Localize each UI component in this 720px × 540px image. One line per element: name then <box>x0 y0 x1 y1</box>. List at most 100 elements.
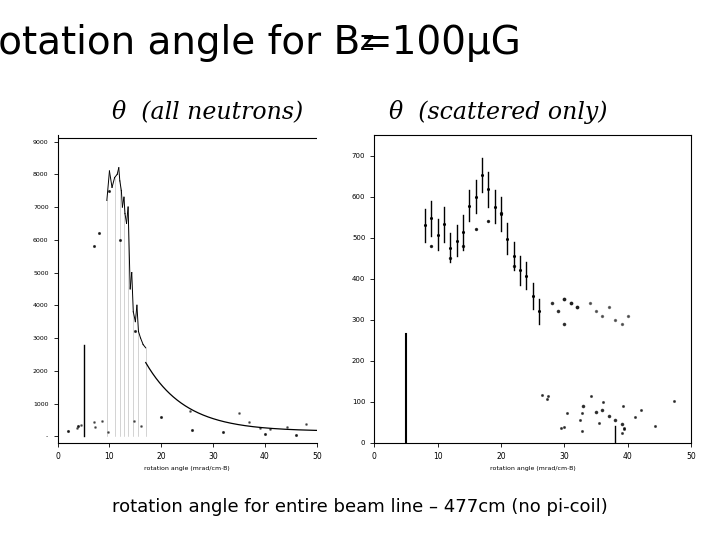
Point <box>572 303 583 312</box>
Text: θ  (scattered only): θ (scattered only) <box>389 100 607 124</box>
Point <box>559 423 570 431</box>
Point <box>432 230 444 239</box>
Point <box>489 202 500 211</box>
Point <box>617 401 629 410</box>
Point <box>445 254 456 262</box>
Point <box>590 408 602 416</box>
Point <box>88 242 99 251</box>
Point <box>281 423 292 431</box>
Point <box>636 406 647 414</box>
Point <box>477 171 488 179</box>
Point <box>255 424 266 433</box>
Point <box>618 423 629 432</box>
Point <box>668 397 680 406</box>
Point <box>419 221 431 230</box>
Point <box>584 299 595 308</box>
Point <box>603 303 615 312</box>
Point <box>593 418 605 427</box>
Point <box>233 409 245 417</box>
Point <box>541 395 553 403</box>
Point <box>482 185 494 194</box>
Point <box>130 327 141 336</box>
Point <box>259 430 271 438</box>
Point <box>128 416 140 425</box>
Point <box>597 398 608 407</box>
Point <box>265 424 276 433</box>
Point <box>514 266 526 275</box>
Point <box>559 295 570 303</box>
Point <box>482 217 494 226</box>
Point <box>534 307 545 316</box>
Point <box>62 427 73 436</box>
Point <box>75 420 86 429</box>
Point <box>186 426 198 434</box>
Point <box>559 320 570 328</box>
Point <box>649 422 661 430</box>
Point <box>622 311 634 320</box>
Point <box>426 241 437 250</box>
Point <box>597 311 608 320</box>
Point <box>555 424 567 433</box>
Point <box>542 392 554 400</box>
Point <box>561 409 572 418</box>
Point <box>609 315 621 324</box>
Point <box>590 307 602 316</box>
Text: z: z <box>360 30 374 56</box>
Point <box>609 416 621 424</box>
Point <box>243 418 255 427</box>
Point <box>546 299 557 308</box>
Point <box>495 208 507 217</box>
Point <box>585 392 597 400</box>
Point <box>426 214 437 222</box>
Point <box>616 320 627 328</box>
Point <box>464 201 475 210</box>
Point <box>457 241 469 250</box>
Point <box>508 262 520 271</box>
Point <box>73 422 84 431</box>
Point <box>616 420 627 429</box>
Point <box>89 418 100 427</box>
Point <box>300 420 312 429</box>
Point <box>217 428 229 437</box>
Point <box>114 235 125 244</box>
Text: Rotation angle for B: Rotation angle for B <box>0 24 360 62</box>
Point <box>618 424 630 433</box>
Point <box>502 234 513 243</box>
Point <box>104 186 115 195</box>
Text: θ  (all neutrons): θ (all neutrons) <box>112 100 303 123</box>
Point <box>94 229 105 238</box>
Point <box>290 431 302 440</box>
Point <box>577 402 589 410</box>
Text: rotation angle for entire beam line – 477cm (no pi-coil): rotation angle for entire beam line – 47… <box>112 498 608 516</box>
Point <box>508 252 520 260</box>
Point <box>536 390 548 399</box>
Point <box>102 428 114 436</box>
Point <box>552 307 564 316</box>
Point <box>470 192 482 201</box>
Point <box>603 412 615 421</box>
Point <box>629 412 640 421</box>
Point <box>71 424 83 433</box>
Point <box>96 416 107 425</box>
X-axis label: rotation angle (mrad/cm·B): rotation angle (mrad/cm·B) <box>490 467 576 471</box>
Point <box>565 299 577 308</box>
Point <box>576 409 588 417</box>
Point <box>89 423 100 431</box>
Point <box>457 228 469 237</box>
Point <box>616 428 627 437</box>
Text: =100μG: =100μG <box>360 24 522 62</box>
X-axis label: rotation angle (mrad/cm·B): rotation angle (mrad/cm·B) <box>144 467 230 471</box>
Point <box>521 271 532 280</box>
Point <box>470 225 482 234</box>
Point <box>527 292 539 300</box>
Point <box>135 422 147 430</box>
Point <box>597 406 608 414</box>
Point <box>445 244 456 252</box>
Point <box>451 237 462 245</box>
Point <box>438 220 450 228</box>
Point <box>184 407 195 416</box>
Point <box>576 426 588 435</box>
Point <box>156 412 167 421</box>
Point <box>495 210 507 218</box>
Point <box>574 415 585 424</box>
